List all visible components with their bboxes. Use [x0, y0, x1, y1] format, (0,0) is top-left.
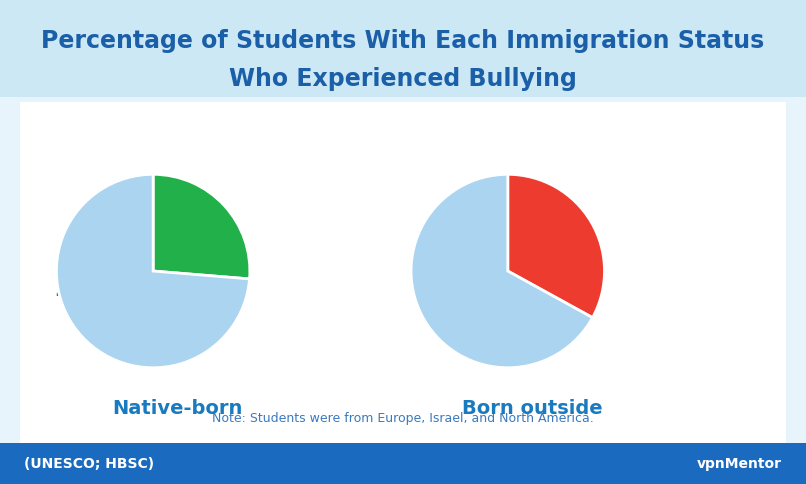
Text: Who Experienced Bullying: Who Experienced Bullying	[229, 67, 577, 91]
Text: Born outside: Born outside	[462, 399, 602, 419]
Text: vpnMentor: vpnMentor	[697, 457, 782, 470]
Wedge shape	[56, 174, 250, 368]
Wedge shape	[153, 174, 250, 279]
Wedge shape	[411, 174, 592, 368]
FancyBboxPatch shape	[0, 0, 806, 97]
Wedge shape	[508, 174, 604, 318]
FancyBboxPatch shape	[20, 102, 786, 443]
Text: Native-born: Native-born	[112, 399, 243, 419]
Text: 26.3%: 26.3%	[54, 280, 131, 301]
Text: (UNESCO; HBSC): (UNESCO; HBSC)	[24, 457, 154, 470]
FancyBboxPatch shape	[0, 443, 806, 484]
Text: Percentage of Students With Each Immigration Status: Percentage of Students With Each Immigra…	[41, 29, 765, 53]
Text: Note: Students were from Europe, Israel, and North America.: Note: Students were from Europe, Israel,…	[212, 412, 594, 425]
Text: 33%: 33%	[421, 280, 474, 301]
